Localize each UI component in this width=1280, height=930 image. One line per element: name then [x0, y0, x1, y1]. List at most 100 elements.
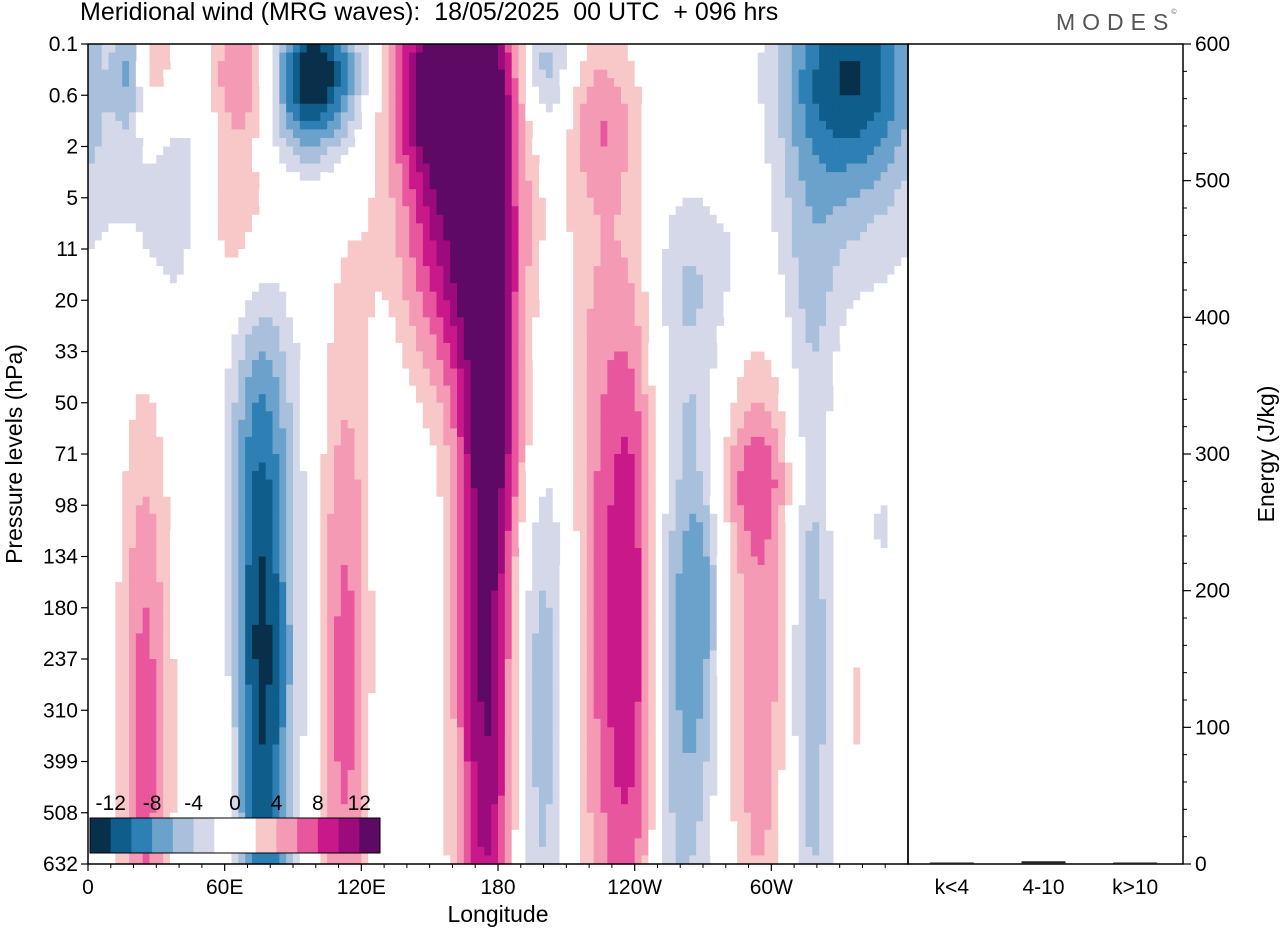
heatmap-cell — [347, 479, 356, 489]
heatmap-cell — [190, 189, 198, 199]
heatmap-cell — [805, 223, 813, 233]
heatmap-cell — [142, 44, 151, 54]
heatmap-cell — [279, 129, 287, 139]
heatmap-cell — [764, 462, 772, 472]
heatmap-cell — [593, 61, 602, 71]
heatmap-cell — [156, 454, 164, 464]
heatmap-cell — [805, 163, 813, 173]
heatmap-cell — [573, 78, 581, 88]
heatmap-cell — [621, 189, 629, 199]
heatmap-cell — [272, 274, 280, 284]
heatmap-cell — [634, 496, 643, 506]
heatmap-cell — [504, 240, 513, 250]
heatmap-cell — [634, 180, 643, 190]
heatmap-cell — [826, 95, 834, 105]
heatmap-cell — [819, 402, 827, 412]
heatmap-cell — [812, 155, 820, 165]
heatmap-cell — [504, 513, 513, 523]
heatmap-cell — [737, 505, 745, 515]
heatmap-cell — [504, 539, 513, 549]
heatmap-cell — [286, 377, 294, 387]
heatmap-cell — [771, 137, 779, 148]
heatmap-cell — [286, 172, 294, 182]
heatmap-cell — [238, 103, 246, 113]
heatmap-cell — [552, 86, 561, 96]
heatmap-cell — [299, 471, 308, 481]
heatmap-cell — [286, 146, 294, 156]
heatmap-cell — [176, 197, 185, 207]
heatmap-cell — [757, 137, 766, 148]
heatmap-cell — [709, 351, 718, 361]
heatmap-cell — [272, 44, 280, 54]
heatmap-cell — [798, 351, 807, 361]
heatmap-cell — [354, 522, 362, 532]
heatmap-cell — [552, 44, 561, 54]
heatmap-cell — [709, 189, 718, 199]
heatmap-cell — [224, 189, 233, 199]
heatmap-cell — [477, 163, 485, 173]
heatmap-cell — [627, 479, 636, 489]
heatmap-cell — [525, 231, 533, 242]
heatmap-cell — [436, 385, 444, 395]
heatmap-cell — [327, 112, 335, 122]
heatmap-cell — [463, 419, 472, 429]
heatmap-cell — [334, 266, 342, 276]
heatmap-cell — [258, 479, 267, 489]
heatmap-cell — [614, 317, 622, 327]
heatmap-cell — [627, 342, 636, 353]
heatmap-cell — [176, 180, 185, 190]
heatmap-cell — [149, 513, 157, 523]
heatmap-cell — [764, 180, 772, 190]
heatmap-cell — [819, 522, 827, 532]
heatmap-cell — [873, 530, 882, 541]
heatmap-cell — [129, 112, 137, 122]
heatmap-cell — [347, 530, 356, 541]
heatmap-cell — [470, 78, 479, 88]
heatmap-cell — [511, 308, 520, 318]
heatmap-cell — [846, 291, 854, 301]
heatmap-cell — [238, 368, 246, 378]
heatmap-cell — [607, 78, 615, 88]
heatmap-cell — [867, 86, 875, 96]
heatmap-cell — [621, 197, 629, 207]
heatmap-cell — [873, 283, 882, 293]
heatmap-cell — [511, 479, 520, 489]
heatmap-cell — [252, 419, 260, 429]
heatmap-cell — [867, 103, 875, 113]
heatmap-cell — [750, 334, 759, 344]
heatmap-cells — [88, 44, 909, 865]
heatmap-cell — [764, 78, 772, 88]
heatmap-cell — [634, 462, 643, 472]
heatmap-cell — [614, 95, 622, 105]
heatmap-cell — [805, 308, 813, 318]
heatmap-cell — [313, 61, 321, 71]
heatmap-cell — [286, 78, 294, 88]
heatmap-cell — [880, 197, 889, 207]
heatmap-cell — [258, 394, 267, 404]
heatmap-cell — [491, 454, 499, 464]
heatmap-cell — [853, 103, 861, 113]
heatmap-cell — [709, 385, 718, 395]
heatmap-cell — [402, 163, 410, 173]
heatmap-cell — [832, 283, 841, 293]
heatmap-cell — [532, 274, 540, 284]
heatmap-cell — [258, 342, 267, 353]
heatmap-cell — [108, 223, 116, 233]
heatmap-cell — [354, 411, 362, 421]
heatmap-cell — [846, 189, 854, 199]
heatmap-cell — [730, 411, 738, 421]
heatmap-cell — [129, 454, 137, 464]
heatmap-cell — [88, 249, 96, 259]
heatmap-cell — [757, 454, 766, 464]
heatmap-cell — [477, 368, 485, 378]
heatmap-cell — [614, 189, 622, 199]
heatmap-cell — [641, 155, 649, 165]
heatmap-cell — [340, 368, 349, 378]
heatmap-cell — [778, 231, 786, 242]
heatmap-cell — [750, 496, 759, 506]
heatmap-cell — [552, 61, 561, 71]
heatmap-cell — [306, 95, 315, 105]
heatmap-cell — [491, 513, 499, 523]
heatmap-cell — [388, 334, 397, 344]
heatmap-cell — [696, 189, 704, 199]
